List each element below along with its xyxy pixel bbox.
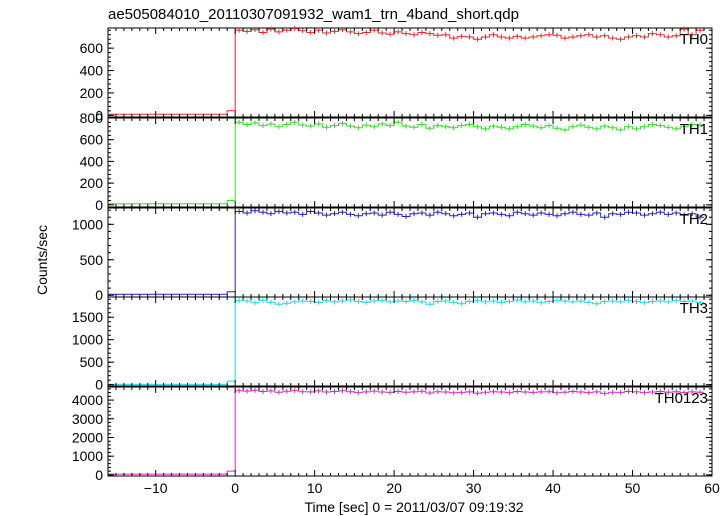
y-tick-label: 0 <box>95 197 103 213</box>
x-tick-label: 60 <box>704 480 720 496</box>
series-line-th3 <box>108 299 705 385</box>
panel-frame <box>107 117 713 208</box>
y-tick-label: 1000 <box>72 332 103 348</box>
panel-th0123: 0 1000 2000 3000 4000 TH0123 <box>72 386 713 483</box>
x-tick-label: 40 <box>545 480 561 496</box>
panel-th1: 0 200 400 600 800 TH1 <box>80 110 713 213</box>
series-line-th0 <box>108 28 705 115</box>
x-tick-label: 20 <box>386 480 402 496</box>
y-tick-label: 200 <box>80 175 104 191</box>
panel-th2: 0 500 1000 TH2 <box>72 207 713 303</box>
x-tick-label: 10 <box>307 480 323 496</box>
y-tick-label: 0 <box>95 377 103 393</box>
y-tick-label: 0 <box>95 107 103 123</box>
y-tick-label: 400 <box>80 153 104 169</box>
panel-frame <box>107 27 713 118</box>
y-tick-label: 0 <box>95 467 103 483</box>
y-axis-label: Counts/sec <box>34 225 50 295</box>
y-tick-label: 800 <box>80 110 104 126</box>
x-tick-label: −10 <box>144 480 168 496</box>
y-tick-label: 400 <box>80 63 104 79</box>
y-tick-label: 500 <box>80 252 104 268</box>
y-tick-label: 2000 <box>72 429 103 445</box>
y-tick-label: 1000 <box>72 448 103 464</box>
y-tick-label: 1500 <box>72 309 103 325</box>
panel-label: TH2 <box>680 211 708 228</box>
x-tick-label: 30 <box>466 480 482 496</box>
panel-frame <box>107 296 713 387</box>
panel-label: TH0 <box>680 31 708 48</box>
panel-th3: 0 500 1000 1500 TH3 <box>72 296 713 393</box>
panel-label: TH1 <box>680 121 708 138</box>
y-tick-label: 3000 <box>72 411 103 427</box>
x-axis-label: Time [sec] 0 = 2011/03/07 09:19:32 <box>304 499 523 515</box>
panel-frame <box>107 207 713 298</box>
panel-label: TH0123 <box>655 390 708 407</box>
y-tick-label: 500 <box>80 354 104 370</box>
x-tick-label: 0 <box>231 480 239 496</box>
y-tick-label: 0 <box>95 287 103 303</box>
chart-title: ae505084010_20110307091932_wam1_trn_4ban… <box>108 6 519 23</box>
panel-label: TH3 <box>680 300 708 317</box>
series-line-th0123 <box>108 389 705 475</box>
panel-frame <box>107 386 713 477</box>
series-line-th2 <box>108 210 705 295</box>
series-line-th1 <box>108 121 705 205</box>
y-tick-label: 600 <box>80 40 104 56</box>
x-tick-label: 50 <box>625 480 641 496</box>
y-tick-label: 600 <box>80 132 104 148</box>
panel-th0: 0 200 400 600 TH0 <box>80 26 713 123</box>
y-tick-label: 200 <box>80 85 104 101</box>
y-tick-label: 1000 <box>72 216 103 232</box>
y-tick-label: 4000 <box>72 392 103 408</box>
